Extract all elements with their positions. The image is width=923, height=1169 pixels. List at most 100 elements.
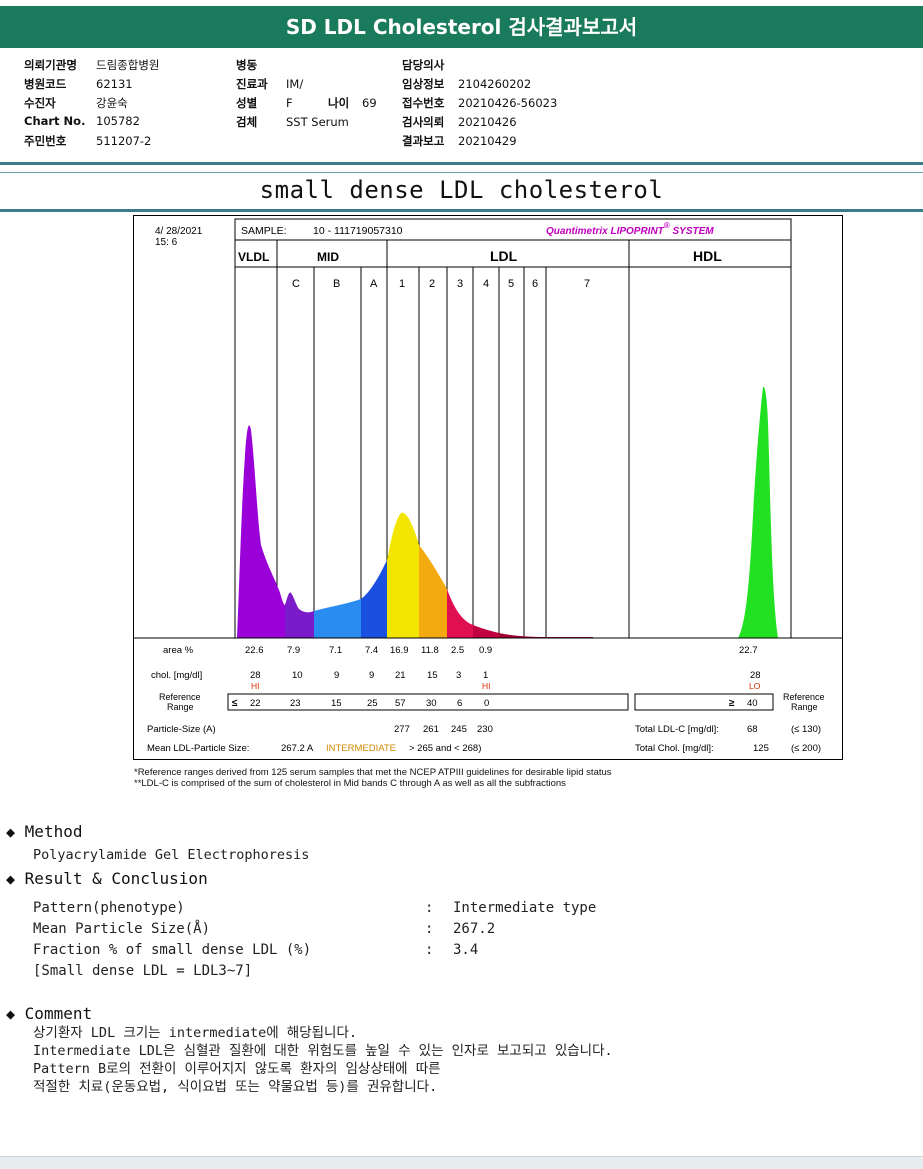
footer-bar: [0, 1156, 923, 1169]
diamond-icon: ◆: [6, 823, 16, 841]
header-col-3: 담당의사 임상정보 2104260202 접수번호 20210426-56023 검…: [402, 57, 557, 152]
flag-hi: HI: [251, 681, 260, 691]
header-row: 임상정보 2104260202: [402, 77, 532, 91]
total-chol-value: 125: [753, 743, 769, 754]
area-value: 7.1: [329, 645, 342, 656]
area-label: area %: [163, 645, 194, 656]
ref-label: Range: [167, 702, 194, 712]
particle-value: 261: [423, 724, 439, 735]
particle-label: Particle-Size (A): [147, 724, 216, 735]
group-mid: MID: [317, 250, 339, 264]
chol-value: 15: [427, 670, 438, 681]
ref-label: Reference: [159, 692, 201, 702]
header-col-1: 의뢰기관명 드림종합병원 병원코드 62131 수진자 강윤숙 Chart No. 10…: [24, 57, 159, 152]
mean-type: INTERMEDIATE: [326, 743, 396, 754]
chol-value: 28: [250, 670, 261, 681]
ref-box-hdl: [634, 693, 774, 711]
header-row: 검사의뢰 20210426: [402, 115, 517, 129]
area-value: 7.4: [365, 645, 378, 656]
ref-value: 57: [395, 698, 406, 709]
comment-heading: ◆ Comment: [6, 1004, 93, 1023]
chol-value: 3: [456, 670, 461, 681]
band-label: 3: [457, 278, 463, 290]
total-ldl-label: Total LDL-C [mg/dl]:: [635, 724, 719, 735]
electropherogram: [237, 386, 778, 638]
diamond-icon: ◆: [6, 1005, 16, 1023]
header-row: 병동: [236, 58, 258, 72]
result-row: Fraction % of small dense LDL (%):3.4: [33, 942, 479, 958]
flag-hi: HI: [482, 681, 491, 691]
group-hdl: HDL: [693, 248, 722, 264]
comment-line: Intermediate LDL은 심혈관 질환에 대한 위험도를 높일 수 있…: [33, 1043, 613, 1059]
band-label: 6: [532, 278, 538, 290]
result-table: Pattern(phenotype): Intermediate type Mea…: [33, 898, 596, 982]
header-row: 결과보고 20210429: [402, 134, 517, 148]
header-row: 주민번호 511207-2: [24, 134, 152, 148]
result-row: Pattern(phenotype): Intermediate type: [33, 900, 597, 916]
header-row: Chart No. 105782: [24, 114, 140, 128]
sample-label: SAMPLE:: [241, 225, 287, 237]
total-chol-ref: (≤ 200): [791, 743, 821, 754]
area-value: 22.7: [739, 645, 758, 656]
total-ldl-value: 68: [747, 724, 758, 735]
divider: [0, 209, 923, 212]
divider: [0, 162, 923, 165]
band-label: 1: [399, 278, 405, 290]
header-row: 의뢰기관명 드림종합병원: [24, 58, 160, 72]
chol-value: 10: [292, 670, 303, 681]
header-row: 접수번호 20210426-56023: [402, 96, 558, 110]
footnote: *Reference ranges derived from 125 serum…: [134, 767, 612, 778]
ref-value: 22: [250, 698, 261, 709]
header-row: 검체 SST Serum: [236, 115, 349, 129]
comment-line: 적절한 치료(운동요법, 식이요법 또는 약물요법 등)를 권유합니다.: [33, 1079, 438, 1095]
comment-line: Pattern B로의 전환이 이루어지지 않도록 환자의 임상상태에 따른: [33, 1061, 441, 1077]
area-value: 7.9: [287, 645, 300, 656]
particle-value: 230: [477, 724, 493, 735]
header-col-2: 병동 진료과 IM/ 성별 F 나이 69 검체 SST Serum: [236, 57, 377, 133]
ref-box-ldl: [227, 693, 629, 711]
total-ldl-ref: (≤ 130): [791, 724, 821, 735]
header-row: 담당의사: [402, 58, 445, 72]
mean-value: 267.2 A: [281, 743, 314, 754]
header-row: 진료과 IM/: [236, 77, 304, 91]
chol-label: chol. [mg/dl]: [151, 670, 202, 681]
band-label: A: [370, 278, 378, 290]
header-row: 병원코드 62131: [24, 77, 133, 91]
divider: [0, 172, 923, 173]
brand-text: Quantimetrix LIPOPRINT® SYSTEM: [546, 221, 714, 237]
diamond-icon: ◆: [6, 870, 16, 888]
chol-value: 9: [334, 670, 339, 681]
comment-line: 상기환자 LDL 크기는 intermediate에 해당됩니다.: [33, 1025, 358, 1041]
ref-value: 40: [747, 698, 758, 709]
lipoprint-chart: 4/ 28/2021 15: 6 SAMPLE: 10 - 1117190573…: [133, 215, 843, 760]
band-label: 4: [483, 278, 489, 290]
ref-value: 30: [426, 698, 437, 709]
group-ldl: LDL: [490, 248, 518, 264]
mean-label: Mean LDL-Particle Size:: [147, 743, 249, 754]
chol-value: 21: [395, 670, 406, 681]
total-chol-label: Total Chol. [mg/dl]:: [635, 743, 714, 754]
sample-value: 10 - 111719057310: [313, 225, 403, 237]
chart-time: 15: 6: [155, 237, 178, 248]
area-value: 22.6: [245, 645, 264, 656]
band-label: C: [292, 278, 300, 290]
flag-lo: LO: [749, 681, 761, 691]
result-heading: ◆ Result & Conclusion: [6, 869, 208, 888]
chol-value: 28: [750, 670, 761, 681]
result-note: [Small dense LDL = LDL3~7]: [33, 963, 253, 979]
area-value: 0.9: [479, 645, 492, 656]
ref-value: 23: [290, 698, 301, 709]
particle-value: 277: [394, 724, 410, 735]
ref-le: ≤: [232, 698, 238, 709]
area-value: 16.9: [390, 645, 409, 656]
area-value: 11.8: [421, 645, 439, 656]
band-label: 2: [429, 278, 435, 290]
method-heading: ◆ Method: [6, 822, 83, 841]
mean-range: > 265 and < 268): [409, 743, 481, 754]
footnotes: *Reference ranges derived from 125 serum…: [134, 767, 612, 789]
ref-value: 25: [367, 698, 378, 709]
footnote: **LDL-C is comprised of the sum of chole…: [134, 778, 566, 789]
ref-value: 6: [457, 698, 462, 709]
sample-box: [234, 218, 792, 241]
group-vldl: VLDL: [238, 250, 269, 264]
